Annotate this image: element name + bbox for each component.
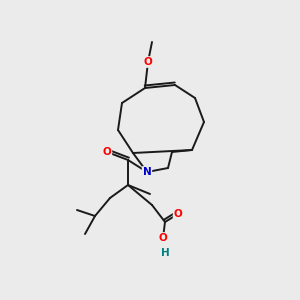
Text: O: O	[159, 233, 167, 243]
Text: H: H	[160, 248, 169, 258]
Text: O: O	[144, 57, 152, 67]
Text: N: N	[142, 167, 152, 177]
Text: O: O	[174, 209, 182, 219]
Text: O: O	[103, 147, 111, 157]
